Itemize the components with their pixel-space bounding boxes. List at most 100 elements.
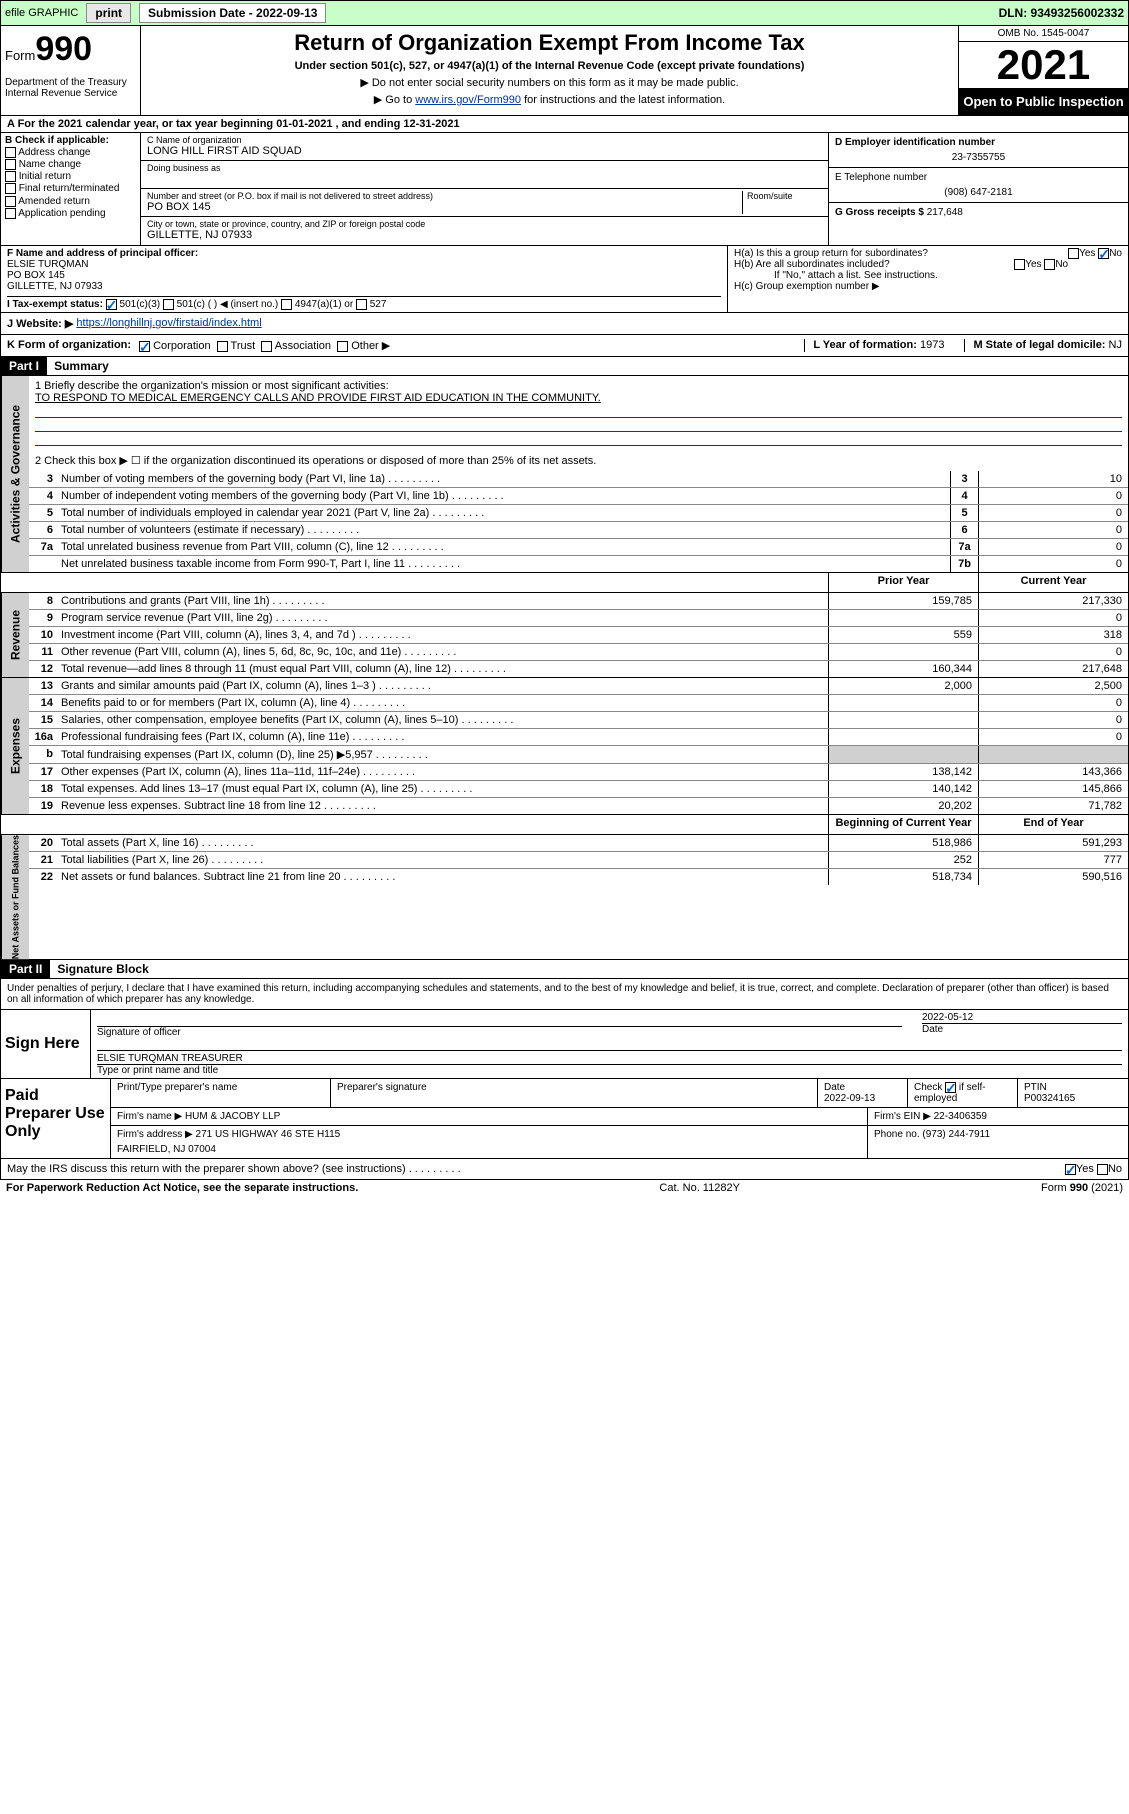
beginning-year-header: Beginning of Current Year (828, 815, 978, 834)
row-j: J Website: ▶ https://longhillnj.gov/firs… (0, 313, 1129, 335)
prior-year-header: Prior Year (828, 573, 978, 592)
ptin-label: PTIN (1024, 1082, 1122, 1093)
financial-line: 9Program service revenue (Part VIII, lin… (29, 610, 1128, 627)
website-link[interactable]: https://longhillnj.gov/firstaid/index.ht… (76, 317, 261, 330)
col-b-option[interactable]: Address change (5, 147, 136, 158)
financial-line: 10Investment income (Part VIII, column (… (29, 627, 1128, 644)
col-b-option[interactable]: Final return/terminated (5, 183, 136, 194)
f-label: F Name and address of principal officer: (7, 248, 721, 259)
officer-addr2: GILLETTE, NJ 07933 (7, 281, 721, 292)
current-year-header: Current Year (978, 573, 1128, 592)
ptin-value: P00324165 (1024, 1093, 1122, 1104)
side-revenue: Revenue (1, 593, 29, 677)
self-emp-checkbox[interactable] (945, 1082, 956, 1093)
paid-phone-label: Phone no. (874, 1129, 920, 1140)
end-year-header: End of Year (978, 815, 1128, 834)
financial-line: 21Total liabilities (Part X, line 26)252… (29, 852, 1128, 869)
mission-text: TO RESPOND TO MEDICAL EMERGENCY CALLS AN… (35, 392, 1122, 404)
netassets-section: Net Assets or Fund Balances 20Total asse… (0, 835, 1129, 960)
k-option[interactable]: Other ▶ (337, 340, 396, 352)
501c-checkbox[interactable] (163, 299, 174, 310)
firm-ein: 22-3406359 (934, 1111, 987, 1122)
city-value: GILLETTE, NJ 07933 (147, 229, 822, 241)
gross-label: G Gross receipts $ (835, 207, 924, 218)
prep-name-label: Print/Type preparer's name (111, 1079, 331, 1107)
row-klm: K Form of organization: Corporation Trus… (0, 335, 1129, 357)
addr-label: Number and street (or P.O. box if mail i… (147, 191, 742, 201)
expenses-section: Expenses 13Grants and similar amounts pa… (0, 678, 1129, 815)
name-title-label: Type or print name and title (97, 1064, 1122, 1076)
hb-yes[interactable] (1014, 259, 1025, 270)
officer-name-title: ELSIE TURQMAN TREASURER (97, 1053, 1122, 1064)
city-label: City or town, state or province, country… (147, 219, 822, 229)
line2-checkbox-text: 2 Check this box ▶ ☐ if the organization… (29, 450, 1128, 471)
self-employed-check: Check if self-employed (908, 1079, 1018, 1107)
opt-501c: 501(c) ( ) ◀ (insert no.) (177, 299, 279, 310)
hb-note: If "No," attach a list. See instructions… (734, 270, 1122, 281)
year-header-row: b Prior Year Current Year (0, 573, 1129, 593)
sign-date: 2022-05-12 (922, 1012, 1122, 1023)
governance-line: 5Total number of individuals employed in… (29, 505, 1128, 522)
col-b-option[interactable]: Amended return (5, 196, 136, 207)
paid-phone: (973) 244-7911 (922, 1129, 990, 1140)
501c3-checkbox[interactable] (106, 299, 117, 310)
k-option[interactable]: Trust (217, 340, 262, 352)
sign-here-label: Sign Here (1, 1010, 91, 1078)
col-b-option[interactable]: Application pending (5, 208, 136, 219)
officer-addr1: PO BOX 145 (7, 270, 721, 281)
col-b-option[interactable]: Initial return (5, 171, 136, 182)
k-option[interactable]: Association (261, 340, 337, 352)
opt-501c3: 501(c)(3) (120, 299, 161, 310)
omb-number: OMB No. 1545-0047 (959, 26, 1128, 42)
ein-label: D Employer identification number (835, 137, 1122, 148)
firm-ein-label: Firm's EIN ▶ (874, 1111, 931, 1122)
financial-line: 19Revenue less expenses. Subtract line 1… (29, 798, 1128, 814)
irs-link[interactable]: www.irs.gov/Form990 (415, 94, 521, 106)
instruction-1: ▶ Do not enter social security numbers o… (149, 76, 950, 89)
discuss-no[interactable] (1097, 1164, 1108, 1175)
print-button[interactable]: print (86, 3, 131, 23)
discuss-yes[interactable] (1065, 1164, 1076, 1175)
ein-value: 23-7355755 (835, 152, 1122, 163)
firm-name: HUM & JACOBY LLP (185, 1111, 280, 1122)
financial-line: bTotal fundraising expenses (Part IX, co… (29, 746, 1128, 764)
addr-value: PO BOX 145 (147, 201, 742, 213)
opt-4947: 4947(a)(1) or (295, 299, 353, 310)
org-name: LONG HILL FIRST AID SQUAD (147, 145, 822, 157)
firm-name-label: Firm's name ▶ (117, 1111, 182, 1122)
part2-header-row: Part II Signature Block (0, 960, 1129, 979)
page-footer: For Paperwork Reduction Act Notice, see … (0, 1180, 1129, 1196)
ha-no[interactable] (1098, 248, 1109, 259)
k-label: K Form of organization: (7, 339, 131, 352)
instr2-pre: ▶ Go to (374, 94, 415, 106)
part1-label: Part I (1, 357, 47, 375)
footer-right: Form 990 (2021) (1041, 1182, 1123, 1194)
gross-value: 217,648 (927, 207, 963, 218)
527-checkbox[interactable] (356, 299, 367, 310)
row-a-period: A For the 2021 calendar year, or tax yea… (0, 116, 1129, 133)
governance-line: Net unrelated business taxable income fr… (29, 556, 1128, 572)
l-value: 1973 (920, 339, 944, 351)
dept-treasury: Department of the Treasury Internal Reve… (5, 77, 136, 99)
tax-year: 2021 (959, 42, 1128, 88)
k-option[interactable]: Corporation (139, 340, 217, 352)
form-header: Form990 Department of the Treasury Inter… (0, 26, 1129, 116)
governance-line: 4Number of independent voting members of… (29, 488, 1128, 505)
instr2-post: for instructions and the latest informat… (521, 94, 725, 106)
phone-value: (908) 647-2181 (835, 187, 1122, 198)
4947-checkbox[interactable] (281, 299, 292, 310)
dln: DLN: 93493256002332 (999, 6, 1124, 20)
paid-preparer-label: Paid Preparer Use Only (1, 1079, 111, 1158)
may-discuss-row: May the IRS discuss this return with the… (0, 1159, 1129, 1180)
submission-date: Submission Date - 2022-09-13 (139, 3, 326, 23)
financial-line: 18Total expenses. Add lines 13–17 (must … (29, 781, 1128, 798)
part2-title: Signature Block (57, 962, 148, 976)
side-governance: Activities & Governance (1, 376, 29, 572)
room-label: Room/suite (742, 191, 822, 214)
efile-label: efile GRAPHIC (5, 7, 78, 19)
col-b-option[interactable]: Name change (5, 159, 136, 170)
financial-line: 17Other expenses (Part IX, column (A), l… (29, 764, 1128, 781)
ha-yes[interactable] (1068, 248, 1079, 259)
hb-no[interactable] (1044, 259, 1055, 270)
financial-line: 14Benefits paid to or for members (Part … (29, 695, 1128, 712)
